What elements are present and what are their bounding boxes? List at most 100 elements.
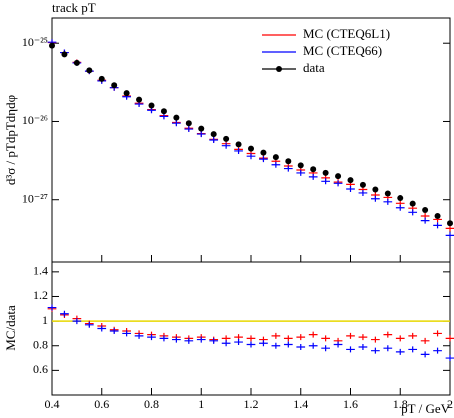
data-point — [372, 186, 379, 193]
mc-point — [134, 332, 144, 339]
mc-point — [47, 304, 57, 311]
data-point — [397, 195, 404, 202]
mc-point — [84, 321, 94, 328]
data-point — [310, 166, 317, 173]
mc-point — [321, 335, 330, 342]
plot-frame — [51, 17, 451, 263]
y-tick-label: 1.2 — [33, 288, 48, 302]
mc-point — [420, 337, 430, 344]
mc-point — [346, 346, 355, 353]
y-tick-label: 0.6 — [33, 362, 48, 376]
data-point — [322, 169, 329, 176]
mc-point — [159, 113, 169, 120]
mc-point — [246, 335, 256, 342]
mc-point — [234, 147, 243, 154]
mc-point — [445, 355, 454, 362]
x-tick-label: 0.4 — [45, 397, 60, 411]
data-point — [223, 135, 230, 142]
mc-point — [445, 335, 454, 342]
data-point — [198, 125, 205, 132]
mc-point — [383, 331, 393, 338]
x-tick-label: 0.8 — [144, 397, 159, 411]
mc-point — [395, 335, 405, 342]
mc-point — [283, 335, 293, 342]
plot-frame — [51, 261, 451, 396]
data-point — [61, 51, 68, 58]
data-point — [185, 120, 192, 127]
y-tick-label: 10⁻²⁶ — [22, 113, 48, 127]
data-point — [285, 158, 292, 165]
mc-point — [358, 189, 368, 196]
data-point — [248, 145, 254, 152]
mc-point — [371, 336, 380, 343]
mc-point — [72, 318, 82, 325]
data-point — [409, 200, 416, 207]
x-tick-label: 0.6 — [94, 397, 109, 411]
mc-point — [246, 153, 256, 160]
mc-point — [172, 120, 181, 127]
mc-point — [395, 348, 405, 355]
data-point — [347, 177, 354, 184]
mc-point — [296, 169, 306, 176]
legend-marker — [276, 66, 282, 72]
mc-point — [296, 343, 306, 350]
mc-point — [259, 340, 268, 347]
mc-point — [97, 325, 107, 332]
data-point — [272, 154, 279, 161]
mc-point — [371, 195, 380, 202]
mc-point — [283, 341, 293, 348]
y-tick-label: 10⁻²⁵ — [22, 35, 48, 49]
data-point — [235, 141, 242, 148]
mc-point — [172, 336, 181, 343]
data-point — [297, 162, 304, 169]
mc-point — [420, 351, 430, 358]
mc-point — [321, 178, 330, 185]
chart-title: track pT — [52, 0, 96, 15]
mc-point — [209, 136, 219, 143]
mc-point — [159, 335, 169, 342]
mc-point — [346, 186, 355, 193]
data-point — [422, 206, 429, 213]
y-tick-label: 0.8 — [33, 337, 48, 351]
data-point — [148, 102, 155, 109]
mc-point — [408, 332, 418, 339]
x-tick-label: 1.8 — [393, 397, 408, 411]
mc-point — [433, 222, 442, 229]
legend-label: MC (CTEQ6L1) — [303, 26, 390, 41]
mc-point — [371, 347, 380, 354]
legend-label: MC (CTEQ66) — [303, 43, 382, 58]
legend-label: data — [303, 60, 325, 75]
mc-point — [246, 341, 256, 348]
data-point — [49, 42, 55, 49]
data-point — [447, 220, 453, 227]
mc-point — [184, 337, 194, 344]
mc-point — [147, 334, 156, 341]
y-tick-label: 10⁻²⁷ — [22, 191, 48, 205]
mc-point — [308, 173, 318, 180]
mc-point — [184, 126, 194, 133]
data-point — [111, 82, 118, 89]
mc-point — [433, 347, 442, 354]
mc-point — [60, 310, 69, 317]
data-point — [86, 67, 93, 74]
mc-point — [308, 342, 318, 349]
mc-point — [358, 343, 368, 350]
data-point — [359, 181, 366, 188]
x-tick-label: 1 — [198, 397, 204, 411]
data-point — [210, 131, 217, 138]
mc-point — [308, 331, 318, 338]
mc-point — [321, 345, 330, 352]
mc-point — [296, 334, 306, 341]
mc-point — [259, 156, 268, 163]
mc-point — [271, 161, 281, 168]
data-point — [260, 149, 267, 156]
mc-point — [333, 341, 343, 348]
mc-point — [408, 209, 418, 216]
mc-point — [234, 339, 243, 346]
data-point — [384, 190, 391, 197]
mc-point — [209, 337, 219, 344]
data-point — [136, 96, 143, 103]
mc-point — [221, 340, 231, 347]
